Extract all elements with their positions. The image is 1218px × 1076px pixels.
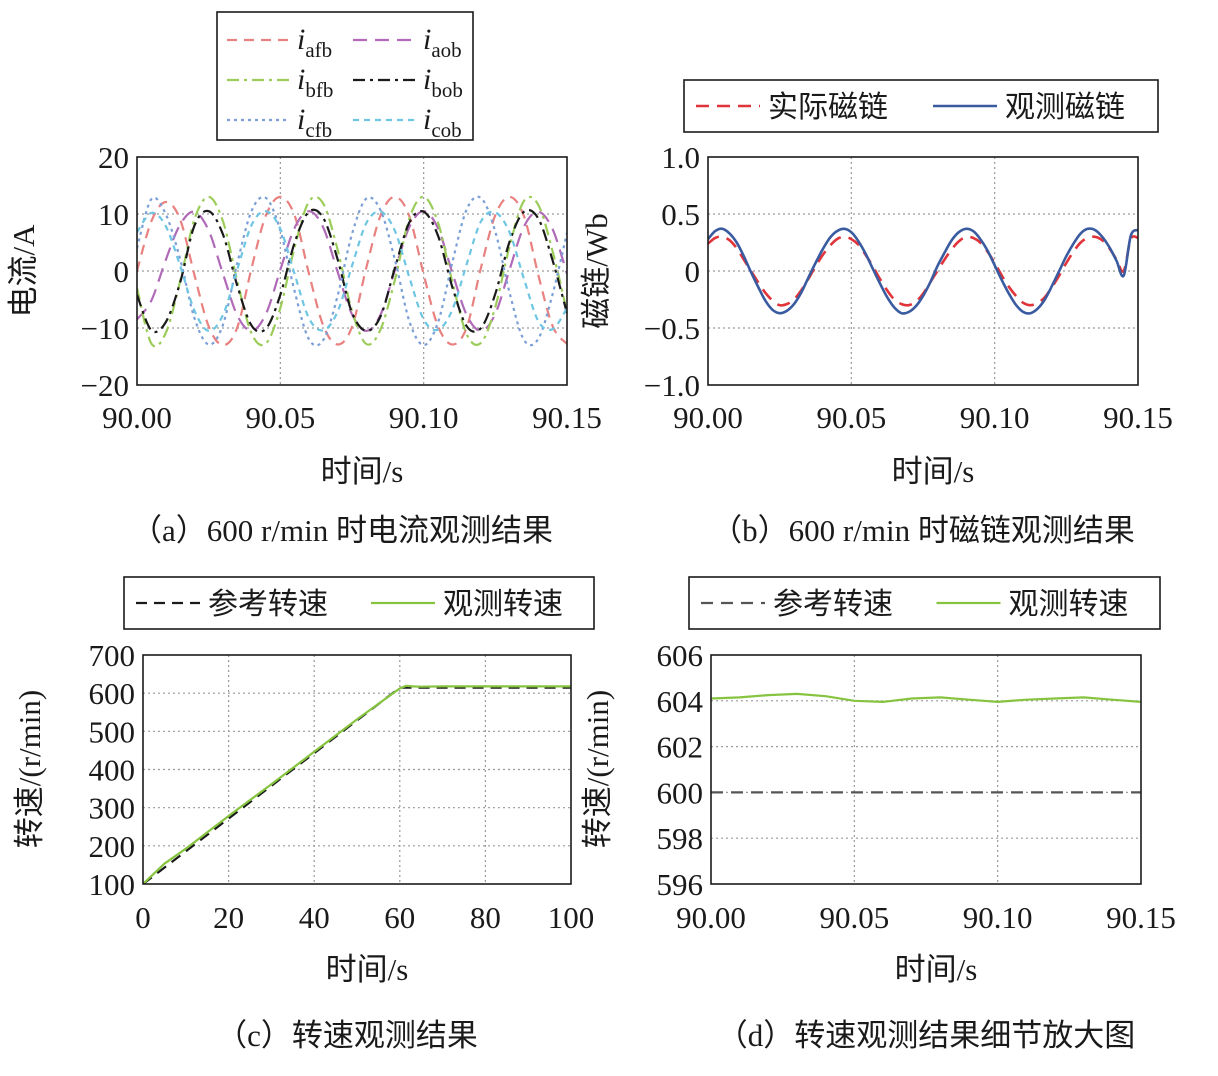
legend-label: 观测转速 <box>443 588 563 621</box>
x-tick-label: 90.00 <box>673 400 743 435</box>
series-line-观测转速 <box>711 692 1141 703</box>
y-axis-label: 转速/(r/min) <box>12 690 47 848</box>
panel-caption: （a）600 r/min 时电流观测结果 <box>131 513 553 548</box>
y-tick-label: 600 <box>89 676 136 711</box>
series-line-bob <box>137 208 567 334</box>
y-tick-label: 1.0 <box>661 140 700 175</box>
y-tick-label: 500 <box>89 714 136 749</box>
y-tick-label: 0 <box>685 254 701 289</box>
x-tick-label: 90.00 <box>676 900 746 935</box>
series-line-观测磁链 <box>708 227 1138 315</box>
y-tick-label: 100 <box>89 867 136 902</box>
y-tick-label: 606 <box>657 638 704 673</box>
series-group <box>708 227 1138 315</box>
legend-box <box>123 576 595 630</box>
legend-label: 观测转速 <box>1009 588 1129 621</box>
legend-label: 观测磁链 <box>1005 91 1125 124</box>
x-tick-label: 90.15 <box>1103 400 1173 435</box>
y-tick-label: 200 <box>89 829 136 864</box>
series-line-cob <box>137 210 567 333</box>
series-line-afb <box>137 195 567 347</box>
y-axis-label: 电流/A <box>6 224 41 318</box>
y-tick-label: 10 <box>98 197 129 232</box>
x-tick-label: 90.00 <box>102 400 172 435</box>
legend-label-bfb: ibfb <box>297 63 333 102</box>
plot-area <box>711 655 1141 884</box>
plot-frame <box>710 654 1142 885</box>
y-tick-label: 0 <box>114 254 130 289</box>
x-axis-label: 时间/s <box>895 952 978 987</box>
legend-label: 参考转速 <box>208 588 328 621</box>
x-tick-label: 90.10 <box>960 400 1030 435</box>
panel-caption: （d）转速观测结果细节放大图 <box>717 1018 1136 1053</box>
series-line-观测转速 <box>143 684 571 884</box>
y-tick-label: 602 <box>657 730 704 765</box>
x-axis-label: 时间/s <box>321 454 404 489</box>
series-line-aob <box>137 210 567 333</box>
plot-area <box>143 655 571 884</box>
y-tick-label: 596 <box>657 867 704 902</box>
panel-d: 90.00 90.05 90.10 90.15 606 604 602 600 598 596 时间… <box>580 576 1176 1053</box>
y-tick-label: 598 <box>657 821 704 856</box>
y-tick-label: −10 <box>81 311 129 346</box>
x-tick-label: 90.10 <box>963 900 1033 935</box>
y-tick-label: 300 <box>89 791 136 826</box>
x-tick-label: 60 <box>384 900 415 935</box>
legend-label: 参考转速 <box>773 588 893 621</box>
series-group <box>137 195 567 348</box>
series-line-bfb <box>137 195 567 348</box>
y-tick-label: 600 <box>657 775 704 810</box>
legend-label-cfb: icfb <box>297 103 332 142</box>
panel-caption: （b）600 r/min 时磁链观测结果 <box>711 513 1135 548</box>
panel-caption: （c）转速观测结果 <box>216 1018 478 1053</box>
series-group <box>711 692 1141 794</box>
series-line-参考转速 <box>143 686 571 884</box>
y-axis-label: 磁链/Wb <box>579 213 614 328</box>
x-tick-label: 0 <box>135 900 151 935</box>
y-tick-label: 0.5 <box>661 197 700 232</box>
y-tick-label: 400 <box>89 753 136 788</box>
x-tick-label: 20 <box>213 900 244 935</box>
x-tick-label: 90.05 <box>816 400 886 435</box>
legend-label-afb: iafb <box>297 23 332 62</box>
panel-a: 90.00 90.05 90.10 90.15 20 10 0 −10 −20 时间/s 电流/A （… <box>6 11 602 548</box>
x-axis-label: 时间/s <box>326 952 409 987</box>
x-tick-label: 90.10 <box>389 400 459 435</box>
y-tick-label: −20 <box>81 368 129 403</box>
legend-box <box>688 576 1161 630</box>
plot-frame <box>707 156 1139 386</box>
x-tick-label: 90.05 <box>819 900 889 935</box>
legend-label: 实际磁链 <box>768 91 888 124</box>
x-tick-label: 90.05 <box>245 400 315 435</box>
y-tick-label: −1.0 <box>644 368 700 403</box>
plot-frame <box>142 654 572 885</box>
y-tick-label: 604 <box>657 684 704 719</box>
series-group <box>143 684 571 884</box>
legend-label-cob: icob <box>423 103 462 142</box>
y-axis-label: 转速/(r/min) <box>580 690 615 848</box>
y-tick-label: 700 <box>89 638 136 673</box>
x-tick-label: 80 <box>470 900 501 935</box>
plot-frame <box>136 156 568 386</box>
legend-box <box>216 11 474 141</box>
x-tick-label: 100 <box>548 900 595 935</box>
legend-label-bob: ibob <box>423 63 463 102</box>
panel-b: 90.00 90.05 90.10 90.15 1.0 0.5 0 −0.5 −1.0 时间/s 磁… <box>579 79 1173 548</box>
x-tick-label: 90.15 <box>532 400 602 435</box>
x-axis-label: 时间/s <box>892 454 975 489</box>
y-tick-label: 20 <box>98 140 129 175</box>
y-tick-label: −0.5 <box>644 311 700 346</box>
panel-c: 0 20 40 60 80 100700600500400300200100时间/s转速/… <box>12 576 595 1053</box>
legend-box <box>683 79 1159 133</box>
x-tick-label: 40 <box>299 900 330 935</box>
x-tick-label: 90.15 <box>1106 900 1176 935</box>
legend-label-aob: iaob <box>423 23 462 62</box>
